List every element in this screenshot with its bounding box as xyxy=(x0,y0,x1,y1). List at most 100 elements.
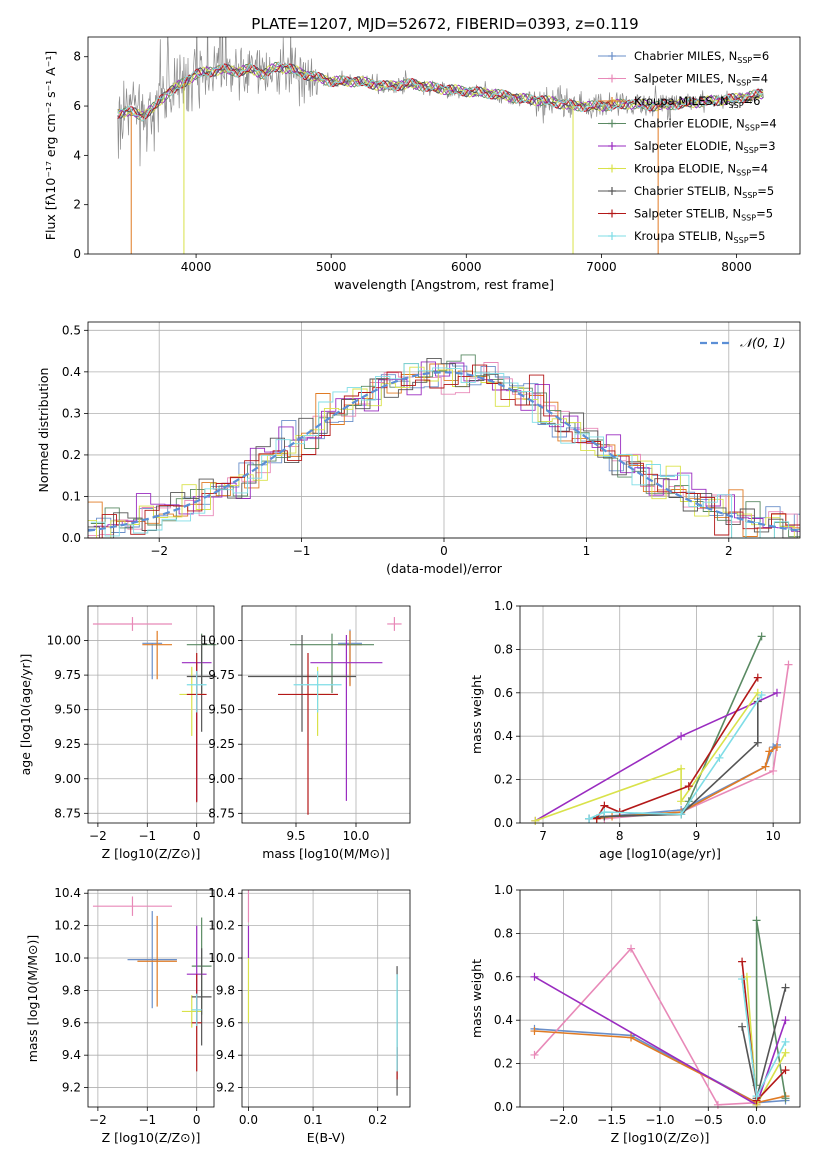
histogram-salpeter-elodie xyxy=(93,361,800,532)
x-axis-label: mass [log10(M/M⊙)] xyxy=(262,846,390,861)
legend-label: Chabrier MILES, NSSP=6 xyxy=(634,49,769,65)
y-tick-label: 0.2 xyxy=(62,448,81,462)
x-tick-label: 0 xyxy=(193,829,201,843)
mass-vs-reddening-panel: 0.0 0.1 0.2 9.2 9.4 9.6 9.8 10.0 10.2 10.4 E(B-V) xyxy=(208,886,411,1145)
legend-marker xyxy=(608,52,616,60)
residual-panel: −2 −1 0 1 2 0.0 0.1 0.2 0.3 0.4 0.5 (data-model)/er… xyxy=(36,321,801,576)
x-tick-label: 10 xyxy=(766,829,781,843)
x-tick-label: −2 xyxy=(89,829,107,843)
y-tick-label: 1.0 xyxy=(494,883,513,897)
series-marker xyxy=(772,743,781,752)
y-tick-label: 0.6 xyxy=(494,686,513,700)
mass-weight-vs-metallicity-panel: −2.0 −1.5 −1.0 −0.5 0.0 0.0 0.2 0.4 0.6 0.8 1.0 Z [… xyxy=(469,883,801,1145)
age-vs-mass-panel: 9.5 10.0 8.75 9.00 9.25 9.50 9.75 10.00 mass [lo… xyxy=(201,605,411,861)
x-tick-label: 7000 xyxy=(586,260,617,274)
y-tick-label: 0.0 xyxy=(62,531,81,545)
series-marker xyxy=(781,1037,790,1046)
series-marker xyxy=(753,673,762,682)
y-tick-label: 4 xyxy=(73,148,81,162)
y-tick-label: 0.1 xyxy=(62,489,81,503)
x-tick-label: −1.0 xyxy=(645,1113,674,1127)
series-line xyxy=(604,636,763,818)
series-marker xyxy=(781,983,790,992)
y-tick-label: 10.4 xyxy=(208,886,235,900)
errorbar-chabrier-miles xyxy=(142,642,163,680)
x-tick-label: 0.0 xyxy=(747,1113,766,1127)
legend: Chabrier MILES, NSSP=6 Salpeter MILES, NS… xyxy=(598,49,777,245)
y-tick-label: 9.6 xyxy=(216,1016,235,1030)
series-marker xyxy=(761,762,770,771)
legend-label: 𝒩(0, 1) xyxy=(740,335,786,350)
x-tick-label: 8 xyxy=(616,829,624,843)
y-tick-label: 10.00 xyxy=(47,634,81,648)
legend-marker xyxy=(608,187,616,195)
x-axis-label: wavelength [Angstrom, rest frame] xyxy=(334,277,554,292)
y-tick-label: 9.25 xyxy=(54,737,81,751)
model-spectrum-chabrier-miles xyxy=(117,63,764,119)
errorbar-salpeter-elodie xyxy=(310,635,383,801)
x-tick-label: 10.0 xyxy=(343,829,370,843)
axes-frame xyxy=(519,605,801,824)
x-axis-label: (data-model)/error xyxy=(386,561,503,576)
series-kroupa-stelib xyxy=(585,690,766,823)
y-tick-label: 9.50 xyxy=(54,703,81,717)
series-line xyxy=(534,1030,786,1104)
y-tick-label: 0.6 xyxy=(494,970,513,984)
series-marker xyxy=(781,1016,790,1025)
histogram-salpeter-stelib xyxy=(88,364,800,539)
plot-area xyxy=(92,896,212,1072)
errorbar-kroupa-stelib xyxy=(293,670,342,713)
legend-label: Kroupa ELODIE, NSSP=4 xyxy=(634,162,768,178)
normal-pdf-curve xyxy=(87,371,801,532)
legend: 𝒩(0, 1) xyxy=(700,335,786,350)
x-axis-label: Z [log10(Z/Z⊙)] xyxy=(102,846,201,861)
y-tick-label: 10.2 xyxy=(208,919,235,933)
y-axis-label: Flux [fλ10⁻¹⁷ erg cm⁻² s⁻¹ A⁻¹] xyxy=(43,51,58,240)
x-axis-label: Z [log10(Z/Z⊙)] xyxy=(611,1130,710,1145)
y-tick-label: 0.4 xyxy=(494,729,513,743)
y-tick-label: 9.8 xyxy=(62,983,81,997)
series-marker xyxy=(772,688,781,697)
x-tick-label: −1 xyxy=(138,1113,156,1127)
series-salpeter-stelib xyxy=(592,673,762,823)
y-tick-label: 10.2 xyxy=(54,919,81,933)
y-tick-label: 10.0 xyxy=(208,951,235,965)
x-tick-label: 0.2 xyxy=(368,1113,387,1127)
axes-frame xyxy=(87,605,215,824)
series-marker xyxy=(752,916,761,925)
errorbar-chabrier-miles xyxy=(127,911,177,1009)
x-tick-label: 5000 xyxy=(316,260,347,274)
y-tick-label: 9.2 xyxy=(216,1081,235,1095)
y-tick-label: 9.50 xyxy=(208,703,235,717)
x-tick-label: 0.1 xyxy=(304,1113,323,1127)
series-marker xyxy=(781,1094,790,1103)
model-spectrum-kroupa-stelib xyxy=(117,62,764,122)
histogram-salpeter-miles xyxy=(88,362,800,537)
legend-marker xyxy=(608,232,616,240)
y-tick-label: 9.00 xyxy=(208,772,235,786)
series-marker xyxy=(784,660,793,669)
series-line xyxy=(755,920,787,1099)
model-spectrum-salpeter-stelib xyxy=(117,63,764,120)
series-line xyxy=(533,947,757,1106)
series-line xyxy=(534,692,778,822)
y-tick-label: 8 xyxy=(73,50,81,64)
y-tick-label: 0.8 xyxy=(494,642,513,656)
series-marker xyxy=(769,766,778,775)
series-marker xyxy=(738,957,747,966)
axes-frame xyxy=(87,889,215,1108)
legend-marker xyxy=(608,164,616,173)
y-tick-label: 10.4 xyxy=(54,886,81,900)
y-tick-label: 9.00 xyxy=(54,772,81,786)
y-tick-label: 9.75 xyxy=(54,668,81,682)
x-axis-label: E(B-V) xyxy=(307,1130,346,1145)
series-chabrier-stelib xyxy=(585,697,762,823)
series-marker xyxy=(715,753,724,762)
legend-marker xyxy=(608,119,616,128)
errorbar-chabrier-elodie xyxy=(290,633,374,694)
errorbar-salpeter-miles xyxy=(92,617,172,631)
x-tick-label: −0.5 xyxy=(694,1113,723,1127)
y-axis-label: mass weight xyxy=(469,675,484,754)
x-tick-label: 0.0 xyxy=(239,1113,258,1127)
legend-marker xyxy=(608,74,616,83)
